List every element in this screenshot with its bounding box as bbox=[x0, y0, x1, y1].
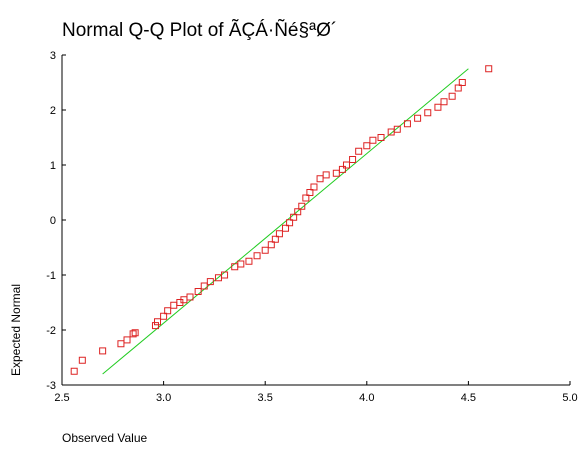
point bbox=[322, 171, 330, 179]
point bbox=[338, 165, 346, 173]
point bbox=[424, 109, 432, 117]
y-tick-label: -1 bbox=[46, 270, 56, 282]
point bbox=[271, 235, 279, 243]
point bbox=[282, 224, 290, 232]
point bbox=[131, 329, 139, 337]
point bbox=[454, 84, 462, 92]
point bbox=[393, 125, 401, 133]
point bbox=[237, 260, 245, 268]
point bbox=[170, 301, 178, 309]
point bbox=[206, 278, 214, 286]
point bbox=[200, 282, 208, 290]
x-tick-label: 2.5 bbox=[54, 392, 69, 404]
point bbox=[245, 257, 253, 265]
point bbox=[448, 92, 456, 100]
point bbox=[151, 322, 159, 330]
reference-line bbox=[102, 68, 469, 375]
point bbox=[363, 142, 371, 150]
point bbox=[160, 312, 168, 320]
point bbox=[275, 230, 283, 238]
chart-title: Normal Q-Q Plot of ÃÇÁ·Ñé§ªØ´ bbox=[62, 19, 337, 41]
y-tick-label: 1 bbox=[50, 160, 56, 172]
point bbox=[221, 271, 229, 279]
x-tick-label: 4.0 bbox=[359, 392, 374, 404]
point bbox=[414, 114, 422, 122]
point bbox=[286, 219, 294, 227]
point bbox=[154, 318, 162, 326]
point bbox=[129, 330, 137, 338]
x-axis-label: Observed Value bbox=[62, 431, 147, 445]
point bbox=[349, 156, 357, 163]
y-tick-label: 3 bbox=[50, 50, 56, 62]
point bbox=[369, 136, 377, 144]
point bbox=[294, 208, 302, 216]
point bbox=[342, 161, 350, 169]
point bbox=[298, 202, 306, 210]
point bbox=[310, 183, 318, 191]
point bbox=[485, 65, 493, 73]
point bbox=[434, 103, 442, 111]
point bbox=[403, 120, 411, 128]
x-tick-label: 5.0 bbox=[562, 392, 577, 404]
y-tick-label: -2 bbox=[46, 325, 56, 337]
point bbox=[316, 175, 324, 183]
point bbox=[440, 98, 448, 106]
point bbox=[117, 340, 125, 348]
point bbox=[302, 194, 310, 202]
point bbox=[253, 252, 261, 260]
point bbox=[186, 293, 194, 301]
point bbox=[231, 263, 239, 271]
point bbox=[290, 213, 298, 221]
point bbox=[123, 336, 131, 344]
x-tick-label: 4.5 bbox=[461, 392, 476, 404]
y-tick-label: -3 bbox=[46, 380, 56, 392]
point bbox=[458, 79, 466, 86]
point bbox=[194, 288, 202, 295]
point bbox=[78, 356, 86, 364]
point bbox=[99, 347, 107, 355]
point bbox=[70, 367, 78, 375]
y-tick-label: 2 bbox=[50, 105, 56, 117]
point bbox=[355, 147, 363, 155]
point bbox=[267, 241, 275, 249]
point bbox=[332, 169, 340, 177]
y-axis-label: Expected Normal bbox=[9, 284, 23, 376]
x-tick-label: 3.0 bbox=[156, 392, 171, 404]
point bbox=[164, 307, 172, 315]
x-tick-label: 3.5 bbox=[258, 392, 273, 404]
point bbox=[377, 134, 385, 141]
point bbox=[261, 246, 269, 254]
y-tick-label: 0 bbox=[50, 215, 56, 227]
point bbox=[306, 189, 314, 196]
